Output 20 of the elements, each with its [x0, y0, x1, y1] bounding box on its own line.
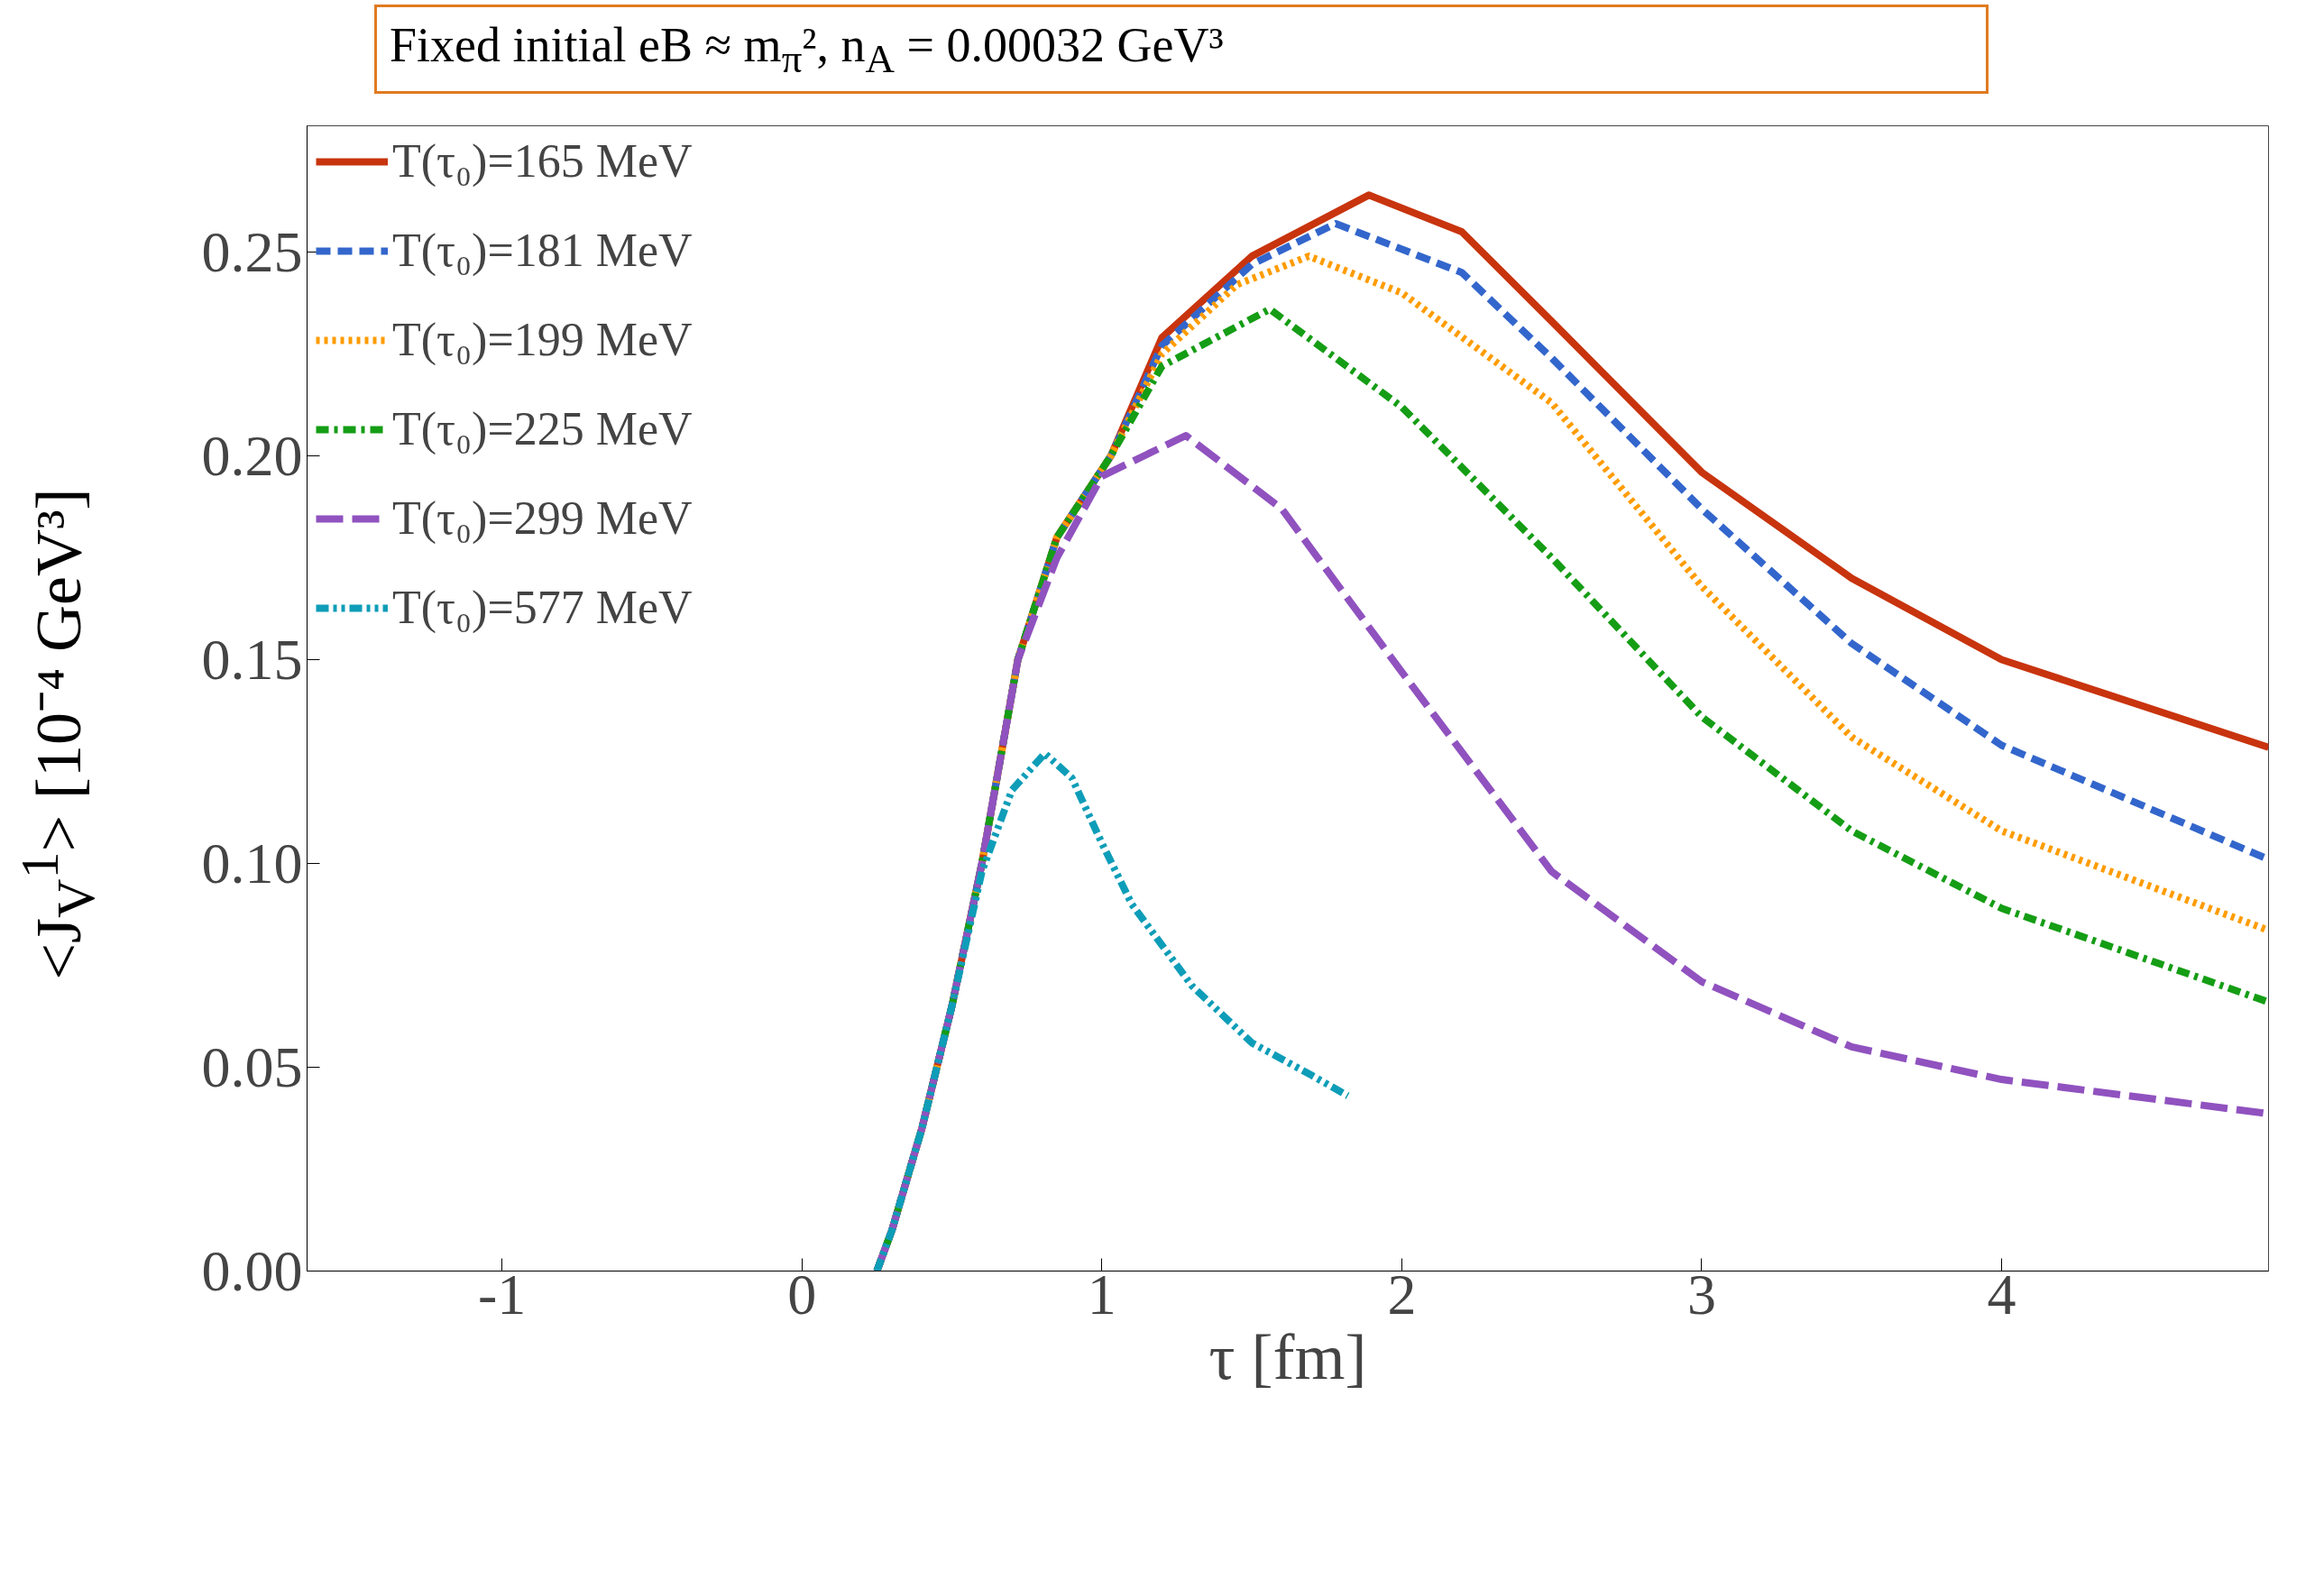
x-axis-title: τ [fm]: [1208, 1320, 1367, 1393]
legend-label: T(τ₀)=577 MeV: [392, 581, 693, 635]
x-tick-label: 2: [1387, 1262, 1417, 1327]
y-tick-label: 0.10: [201, 831, 303, 895]
x-tick-label: 1: [1087, 1262, 1116, 1327]
legend-label: T(τ₀)=199 MeV: [392, 313, 693, 367]
legend-label: T(τ₀)=225 MeV: [392, 402, 693, 456]
x-tick-label: 0: [787, 1262, 817, 1327]
x-tick-label: 3: [1686, 1262, 1716, 1327]
legend-label: T(τ₀)=299 MeV: [392, 491, 693, 546]
y-tick-label: 0.25: [201, 219, 303, 284]
x-tick-label: 4: [1987, 1262, 2016, 1327]
legend-label: T(τ₀)=181 MeV: [392, 224, 693, 278]
x-tick-label: -1: [478, 1262, 527, 1327]
y-tick-label: 0.20: [201, 423, 303, 488]
y-tick-label: 0.00: [201, 1238, 303, 1303]
y-tick-label: 0.05: [201, 1034, 303, 1099]
y-tick-label: 0.15: [201, 627, 303, 692]
legend-label: T(τ₀)=165 MeV: [392, 134, 693, 188]
chart-title: Fixed initial eB ≈ m$_{π}$², n$_{A}$ = 0.00032 GeV³: [374, 5, 1989, 95]
